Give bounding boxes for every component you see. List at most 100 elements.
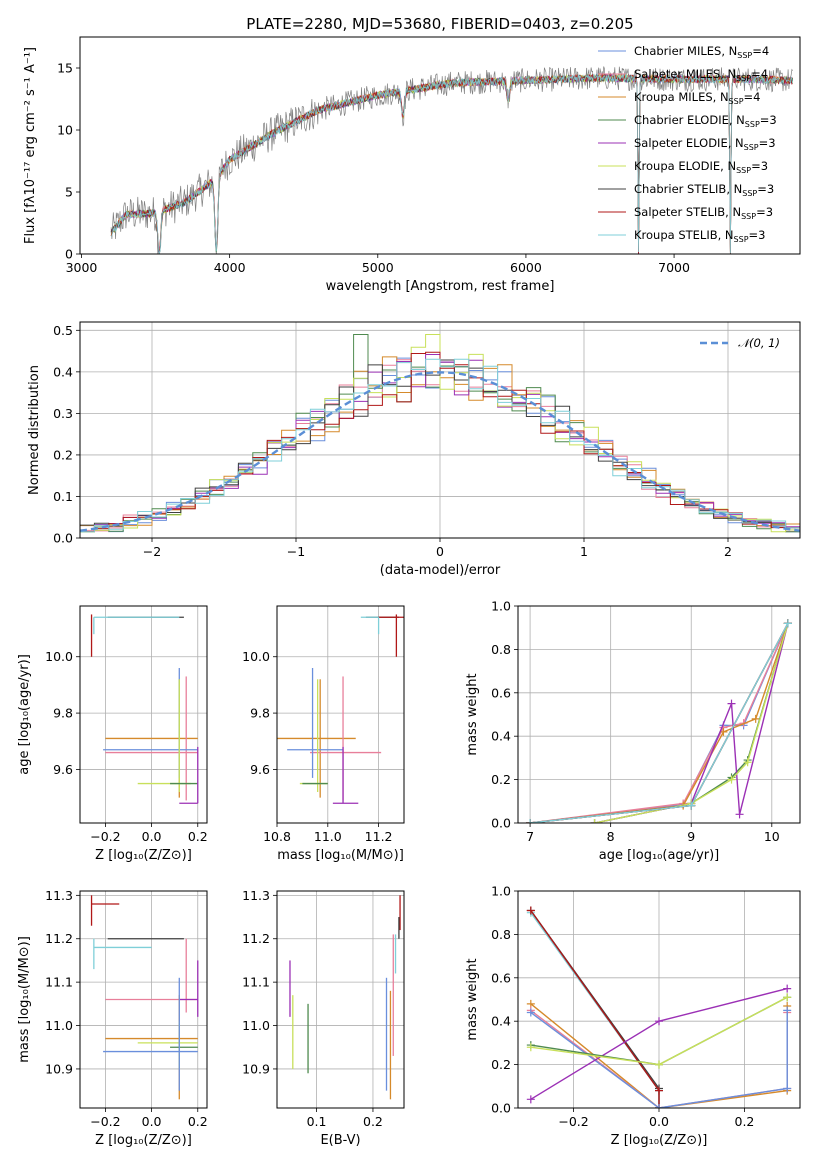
- mass-vs-EBV-ytick-label-1: 11.0: [242, 1018, 270, 1033]
- age-vs-Z-plot-area: [90, 614, 199, 804]
- weight-vs-Z-ytick-label-5: 1.0: [491, 884, 511, 899]
- weight-vs-Z-plot-area: [526, 906, 792, 1108]
- age-vs-mass-plot-area: [277, 614, 404, 804]
- age-vs-mass-ytick-label-2: 10.0: [242, 649, 270, 664]
- weight-vs-Z-xtick-label-1: 0.0: [649, 1114, 669, 1129]
- residuals-frame: [79, 321, 801, 539]
- spectrum-legend-name-1: Salpeter MILES, N: [634, 67, 736, 81]
- mass-vs-Z-frame: [79, 890, 208, 1109]
- mass-vs-Z-point-0: [90, 895, 120, 926]
- weight-vs-age-ytick-label-0: 0.0: [491, 816, 511, 831]
- spectrum-legend-sub-1: SSP: [736, 74, 751, 83]
- spectrum-legend-name-3: Chabrier ELODIE, N: [634, 113, 745, 127]
- spectrum-legend-suffix-7: =3: [756, 205, 773, 219]
- residuals-ytick-label-1: 0.1: [53, 489, 73, 504]
- weight-vs-age-series-8-marker-0: [526, 819, 535, 823]
- weight-vs-age-series-2-marker-3: [751, 714, 760, 723]
- spectrum-legend-suffix-6: =3: [757, 182, 774, 196]
- weight-vs-Z-series-5-marker-2: [783, 1084, 792, 1093]
- weight-vs-age-series-5-marker-3: [743, 758, 752, 767]
- weight-vs-Z-frame: [517, 890, 801, 1109]
- weight-vs-age-series-8-marker-1: [687, 801, 696, 810]
- mass-vs-Z-point-8: [103, 977, 198, 1091]
- age-vs-mass-xlabel: mass [log₁₀(M/M⊙)]: [277, 848, 404, 863]
- residuals-plot-area: [80, 334, 800, 533]
- residuals-axes: −2 −1 0 1 2 0.0 0.1 0.2 0.3 0.4 0.5 (data-model)/er…: [27, 321, 801, 578]
- spectrum-legend-suffix-0: =4: [752, 44, 769, 58]
- spectrum-ytick-label-2: 10: [57, 123, 73, 138]
- spectrum-legend-suffix-2: =4: [744, 90, 761, 104]
- spectrum-xtick-label-2: 5000: [362, 260, 394, 275]
- weight-vs-age-xtick-label-3: 10: [764, 829, 780, 844]
- weight-vs-age-series-8-marker-2: [783, 619, 792, 628]
- spectrum-legend-name-6: Chabrier STELIB, N: [634, 182, 742, 196]
- spectrum-model-line-8: [110, 73, 793, 254]
- spectrum-legend-sub-0: SSP: [737, 51, 752, 60]
- spectrum-legend-suffix-1: =4: [751, 67, 768, 81]
- weight-vs-Z-series-5-marker-0: [526, 1008, 535, 1017]
- weight-vs-age-plot-area: [526, 619, 792, 823]
- mass-vs-Z-ytick-label-2: 11.1: [45, 975, 73, 990]
- age-vs-Z-ylabel: age [log₁₀(age/yr)]: [17, 654, 32, 775]
- weight-vs-Z-ytick-label-1: 0.2: [491, 1057, 511, 1072]
- residual-histogram-8: [80, 358, 800, 533]
- weight-vs-Z-xlabel: Z [log₁₀(Z/Z⊙)]: [611, 1133, 708, 1148]
- spectrum-legend-suffix-4: =3: [759, 136, 776, 150]
- weight-vs-age-ylabel: mass weight: [465, 673, 480, 755]
- age-vs-Z-xtick-label-2: 0.2: [188, 829, 208, 844]
- spectrum-legend-sub-7: SSP: [741, 212, 756, 221]
- age-vs-Z-point-2: [93, 616, 180, 635]
- weight-vs-Z-ytick-label-2: 0.4: [491, 1014, 511, 1029]
- mass-vs-Z-xtick-label-1: 0.0: [142, 1114, 162, 1129]
- age-vs-Z-frame: [79, 605, 208, 824]
- mass-vs-EBV-xlabel: E(B-V): [320, 1133, 360, 1148]
- mass-vs-Z-ylabel: mass [log₁₀(M/M⊙)]: [17, 936, 32, 1063]
- residuals-xtick-label-4: 2: [724, 544, 732, 559]
- spectrum-legend-label-0: Chabrier MILES, NSSP=4: [634, 44, 769, 60]
- residuals-xtick-label-2: 0: [436, 544, 444, 559]
- age-vs-Z-point-8: [179, 746, 199, 804]
- age-vs-mass-ytick-label-1: 9.8: [250, 706, 270, 721]
- age-vs-mass-point-2: [360, 616, 380, 635]
- spectrum-legend-suffix-5: =3: [751, 159, 768, 173]
- weight-vs-Z-ytick-label-4: 0.8: [491, 927, 511, 942]
- weight-vs-Z-ylabel: mass weight: [465, 958, 480, 1040]
- age-vs-Z-ytick-label-1: 9.8: [53, 706, 73, 721]
- residuals-ylabel: Normed distribution: [27, 365, 42, 495]
- mass-vs-Z-ytick-label-0: 10.9: [45, 1061, 73, 1076]
- mass-vs-Z-xlabel: Z [log₁₀(Z/Z⊙)]: [95, 1133, 192, 1148]
- mass-vs-EBV-frame: [276, 890, 405, 1109]
- residual-normal-curve: [80, 371, 800, 532]
- weight-vs-age-axes: 7 8 9 10 0.0 0.2 0.4 0.6 0.8 1.0 age [log₁₀(age/yr…: [465, 599, 801, 863]
- age-vs-mass-point-8: [332, 746, 359, 804]
- weight-vs-age-frame: [517, 605, 801, 824]
- age-vs-Z-xtick-label-0: −0.2: [90, 829, 120, 844]
- residuals-ytick-label-5: 0.5: [53, 323, 73, 338]
- weight-vs-age-xlabel: age [log₁₀(age/yr)]: [599, 848, 720, 863]
- spectrum-legend-label-7: Salpeter STELIB, NSSP=3: [634, 205, 773, 221]
- weight-vs-Z-series-5-marker-3: [783, 1006, 792, 1015]
- mass-vs-EBV-axes: 0.1 0.2 10.9 11.0 11.1 11.2 11.3 E(B-V): [242, 888, 405, 1148]
- spectrum-xlabel: wavelength [Angstrom, rest frame]: [326, 279, 555, 294]
- spectrum-xtick-label-4: 7000: [658, 260, 690, 275]
- weight-vs-Z-series-6-marker-0: [526, 1095, 535, 1104]
- mass-vs-Z-ytick-label-1: 11.0: [45, 1018, 73, 1033]
- weight-vs-Z-xtick-label-0: −0.2: [558, 1114, 588, 1129]
- residuals-xtick-label-0: −2: [143, 544, 161, 559]
- mass-vs-Z-xtick-label-2: 0.2: [188, 1114, 208, 1129]
- spectrum-legend-name-0: Chabrier MILES, N: [634, 44, 737, 58]
- weight-vs-Z-ytick-label-3: 0.6: [491, 970, 511, 985]
- mass-vs-EBV-xtick-label-0: 0.1: [307, 1114, 327, 1129]
- residuals-ytick-label-0: 0.0: [53, 531, 73, 546]
- mass-vs-EBV-ytick-label-3: 11.2: [242, 931, 270, 946]
- spectrum-legend-label-2: Kroupa MILES, NSSP=4: [634, 90, 760, 106]
- residual-histogram-3: [80, 334, 800, 533]
- weight-vs-age-ytick-label-4: 0.8: [491, 642, 511, 657]
- spectrum-legend-sub-4: SSP: [744, 143, 759, 152]
- mass-vs-EBV-ytick-label-0: 10.9: [242, 1061, 270, 1076]
- spectrum-ylabel: Flux [fλ10⁻¹⁷ erg cm⁻² s⁻¹ A⁻¹]: [23, 47, 38, 244]
- spectrum-legend-name-2: Kroupa MILES, N: [634, 90, 729, 104]
- age-vs-Z-ytick-label-0: 9.6: [53, 762, 73, 777]
- age-vs-Z-xtick-label-1: 0.0: [142, 829, 162, 844]
- age-vs-mass-xtick-label-1: 11.0: [314, 829, 342, 844]
